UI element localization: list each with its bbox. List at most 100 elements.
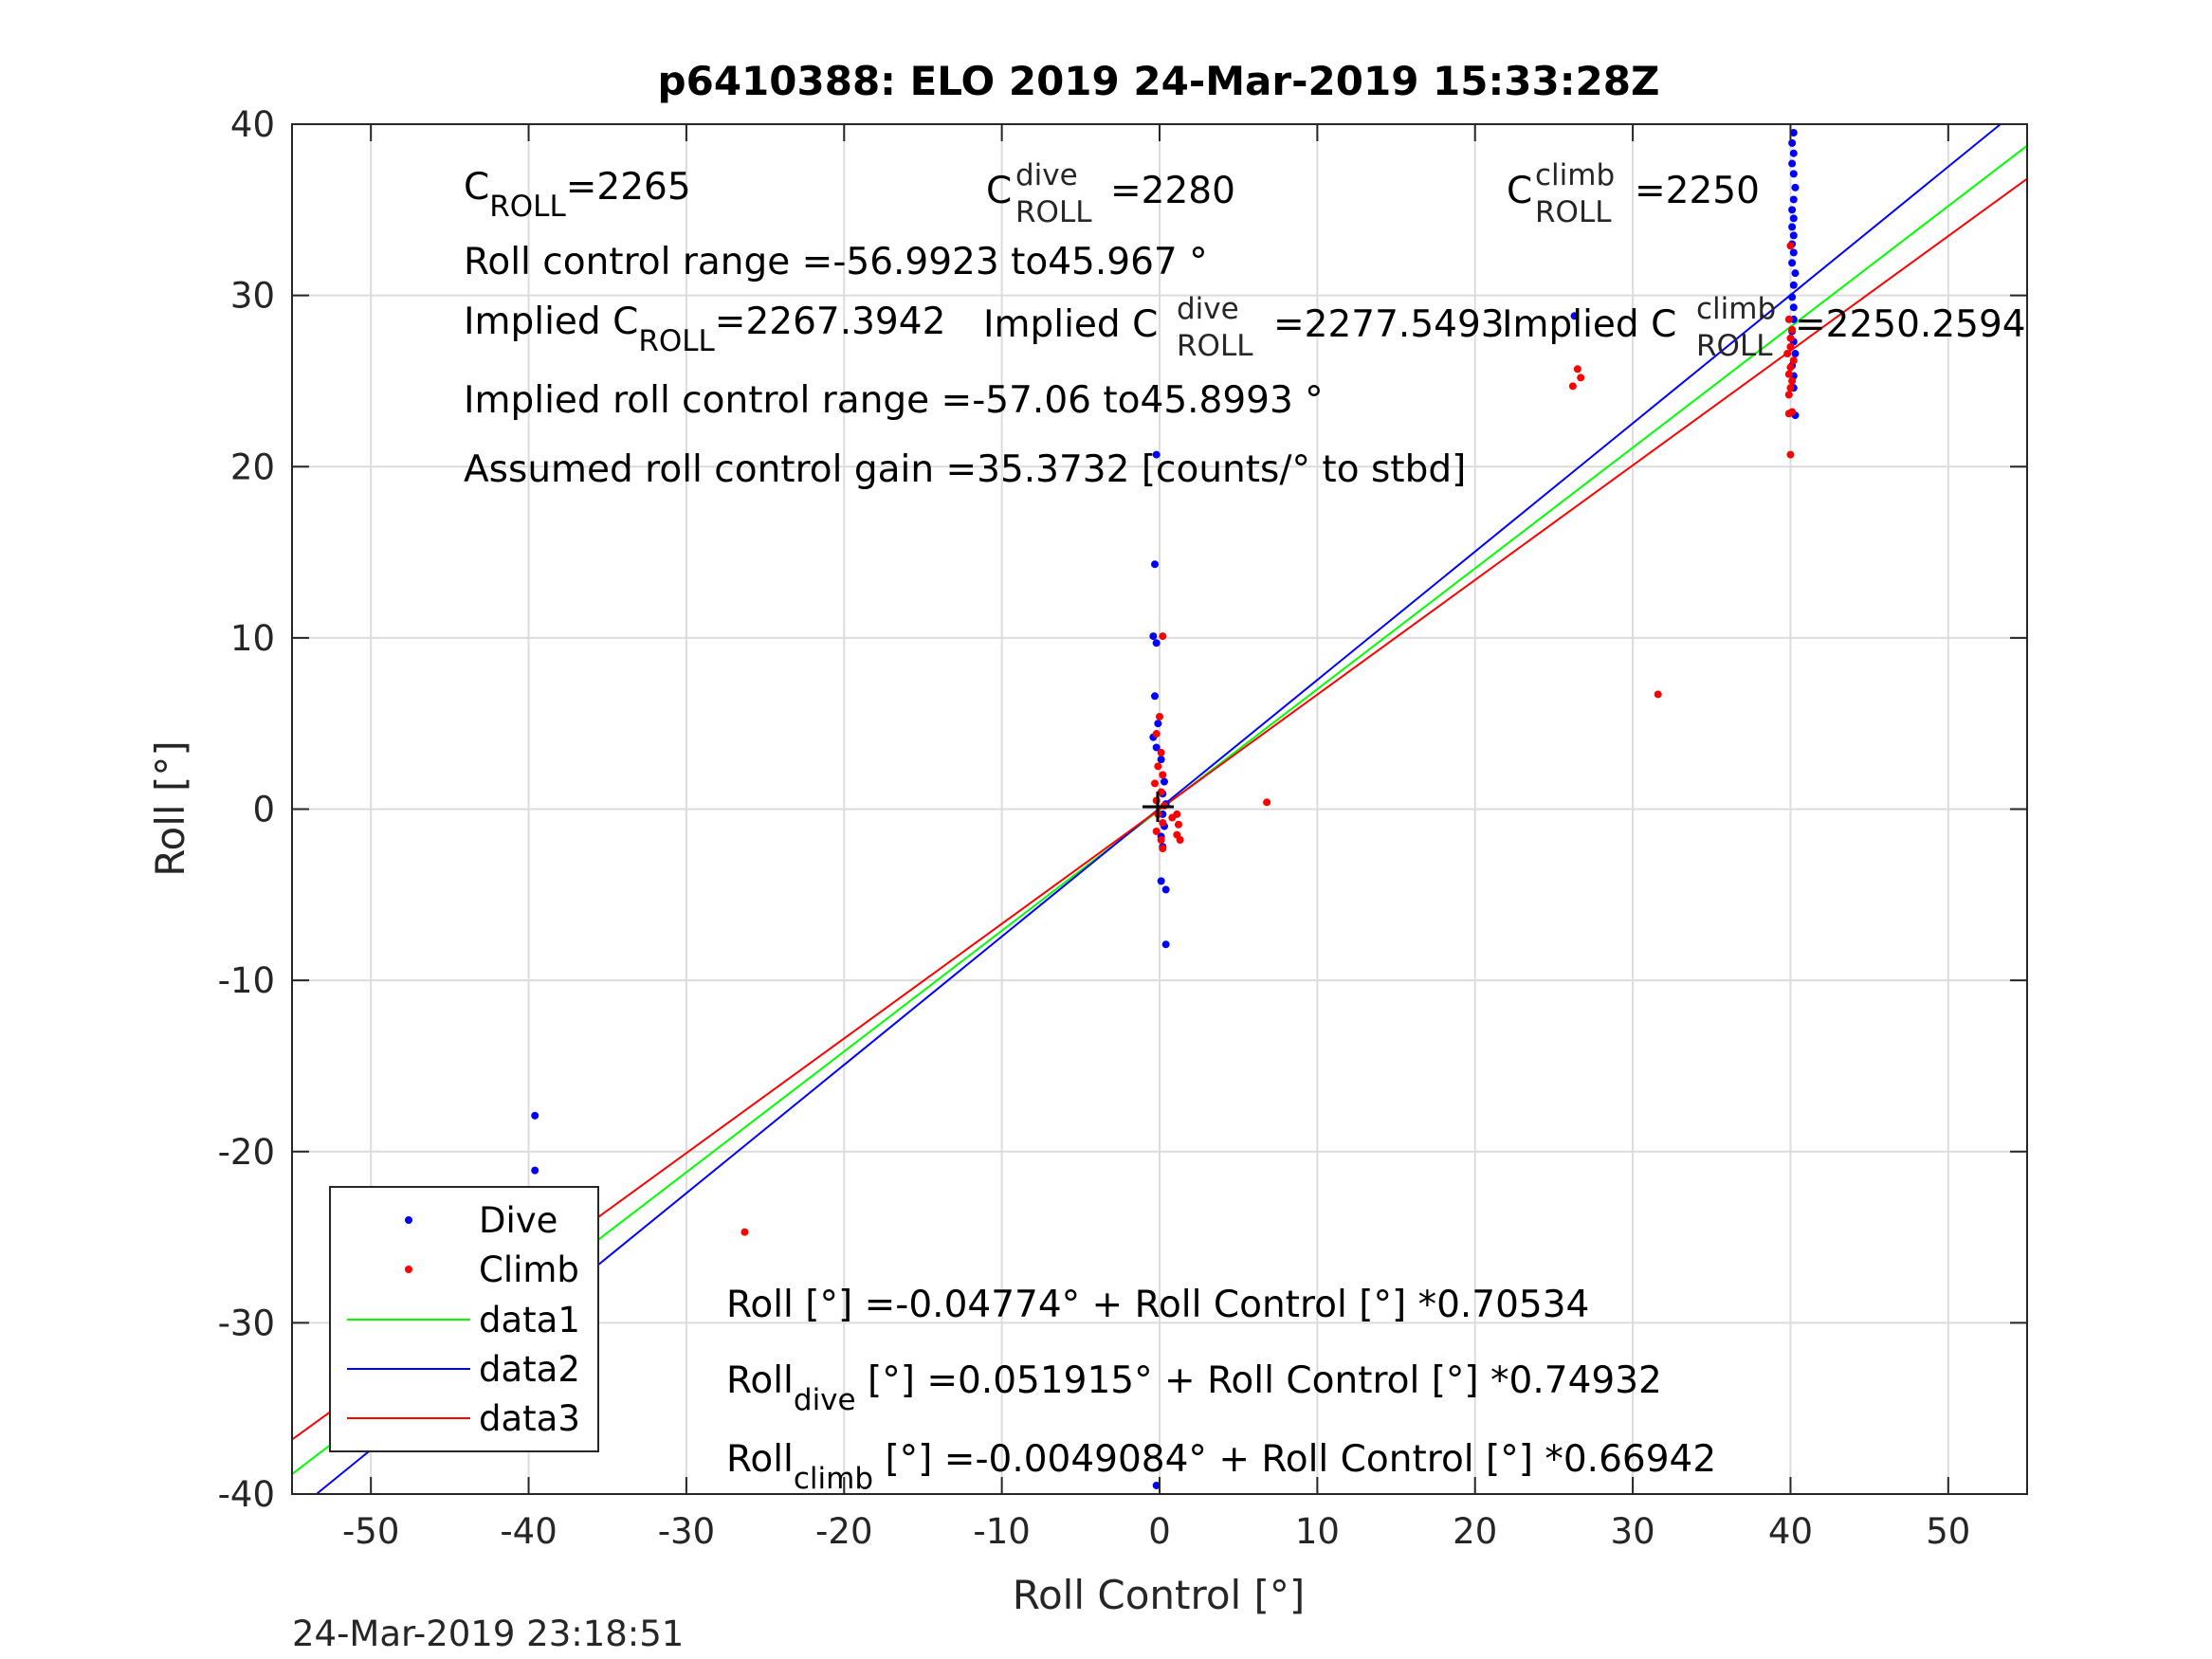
climb-point — [1152, 827, 1161, 835]
dive-point — [1157, 756, 1165, 764]
climb-point — [1786, 242, 1795, 250]
legend-marker-climb — [405, 1266, 412, 1273]
legend-label-dive: Dive — [479, 1200, 558, 1241]
implied-c-roll-dive: Implied C dive ROLL =2277.5493 — [983, 292, 1505, 363]
x-tick-label: -20 — [815, 1511, 872, 1552]
dive-point — [1151, 692, 1160, 701]
climb-point — [1159, 632, 1167, 641]
dive-point — [1154, 720, 1162, 728]
dive-point — [1788, 223, 1797, 231]
x-tick-label: 20 — [1453, 1511, 1497, 1552]
y-tick-label: 0 — [252, 790, 275, 830]
svg-text:=2250: =2250 — [1635, 170, 1760, 212]
climb-point — [1784, 391, 1793, 399]
y-tick-label: -40 — [218, 1474, 275, 1515]
y-ticks: -40 -30 -20 -10 0 10 20 30 40 — [218, 104, 2027, 1515]
climb-point — [1786, 384, 1795, 392]
dive-point — [1788, 206, 1797, 214]
dive-point — [1157, 877, 1165, 885]
legend-label-data1: data1 — [479, 1300, 580, 1340]
svg-text:=2277.5493: =2277.5493 — [1273, 303, 1505, 346]
dive-point — [1789, 195, 1798, 204]
dive-point — [1161, 940, 1170, 949]
timestamp: 24-Mar-2019 23:18:51 — [292, 1613, 684, 1654]
implied-c-roll-climb: Implied C climb ROLL =2250.2594 — [1502, 292, 2026, 363]
dive-point — [1152, 743, 1161, 752]
dive-point — [1152, 639, 1161, 647]
climb-point — [1786, 342, 1795, 351]
svg-text:climb: climb — [1696, 292, 1776, 326]
dive-point — [1152, 450, 1161, 459]
dive-point — [1149, 632, 1158, 641]
x-tick-label: -50 — [342, 1511, 399, 1552]
climb-point — [1784, 410, 1793, 418]
climb-point — [1788, 376, 1797, 385]
y-tick-label: 40 — [230, 104, 275, 145]
legend-label-climb: Climb — [479, 1249, 579, 1290]
c-roll-annotation: CROLL=2265 — [464, 166, 691, 224]
x-tick-label: -10 — [973, 1511, 1030, 1552]
climb-point — [1783, 350, 1792, 358]
svg-text:ROLL: ROLL — [1535, 195, 1612, 229]
climb-point — [1156, 712, 1163, 720]
c-roll-climb-annotation: C climb ROLL =2250 — [1507, 158, 1760, 229]
dive-point — [1791, 350, 1800, 358]
svg-text:C: C — [1507, 170, 1532, 212]
climb-point — [1159, 818, 1167, 827]
dive-point — [1570, 312, 1579, 320]
y-axis-label: Roll [°] — [147, 740, 193, 876]
svg-text:dive: dive — [1177, 292, 1239, 326]
dive-point — [1152, 1481, 1161, 1489]
y-tick-label: -30 — [218, 1303, 275, 1343]
dive-point — [1789, 149, 1798, 157]
chart-title: p6410388: ELO 2019 24-Mar-2019 15:33:28Z — [658, 58, 1660, 104]
svg-text:=2280: =2280 — [1110, 170, 1235, 212]
climb-point — [1152, 730, 1161, 738]
dive-point — [1789, 303, 1798, 312]
svg-text:ROLL: ROLL — [1015, 195, 1092, 229]
c-roll-dive-annotation: C dive ROLL =2280 — [986, 158, 1235, 229]
x-axis-label: Roll Control [°] — [1013, 1572, 1306, 1618]
x-ticks: -50 -40 -30 -20 -10 0 10 20 30 40 50 — [342, 124, 1970, 1552]
dive-point — [1789, 281, 1798, 289]
svg-text:C: C — [986, 170, 1012, 212]
climb-point — [1788, 325, 1797, 334]
dive-point — [1791, 183, 1800, 191]
fit-equation-dive: Rolldive [°] =0.051915° + Roll Control [… — [726, 1359, 1662, 1417]
climb-point — [1789, 356, 1798, 365]
climb-point — [1151, 779, 1160, 788]
y-tick-label: -20 — [218, 1132, 275, 1173]
dive-point — [531, 1166, 539, 1175]
dive-point — [1788, 138, 1797, 147]
dive-point — [1789, 214, 1798, 223]
climb-point — [1784, 315, 1793, 323]
legend: Dive Climb data1 data2 data3 — [329, 1186, 599, 1452]
climb-point — [1573, 365, 1581, 374]
climb-point — [1784, 370, 1793, 378]
roll-control-range: Roll control range =-56.9923 to45.967 ° — [464, 241, 1208, 283]
dive-point — [1788, 293, 1797, 301]
climb-point — [1786, 363, 1795, 372]
x-tick-label: -30 — [658, 1511, 715, 1552]
svg-text:ROLL: ROLL — [1177, 329, 1253, 363]
climb-point — [1154, 762, 1162, 771]
climb-point — [1159, 771, 1167, 779]
climb-point — [1174, 820, 1182, 829]
dive-point — [1789, 248, 1798, 257]
climb-point — [1568, 382, 1577, 391]
y-tick-label: 20 — [230, 447, 275, 487]
climb-point — [1157, 748, 1165, 757]
fit-equation-climb: Rollclimb [°] =-0.0049084° + Roll Contro… — [726, 1438, 1716, 1496]
climb-point — [1577, 374, 1585, 382]
climb-point — [1168, 813, 1177, 822]
x-tick-label: 0 — [1148, 1511, 1171, 1552]
climb-point — [1176, 836, 1184, 845]
dive-point — [1789, 129, 1798, 137]
dive-point — [1151, 560, 1160, 569]
dive-point — [1788, 159, 1797, 168]
svg-text:climb: climb — [1535, 158, 1615, 192]
dive-point — [1788, 259, 1797, 267]
svg-text:Implied C: Implied C — [983, 303, 1158, 346]
climb-point — [1157, 788, 1165, 796]
